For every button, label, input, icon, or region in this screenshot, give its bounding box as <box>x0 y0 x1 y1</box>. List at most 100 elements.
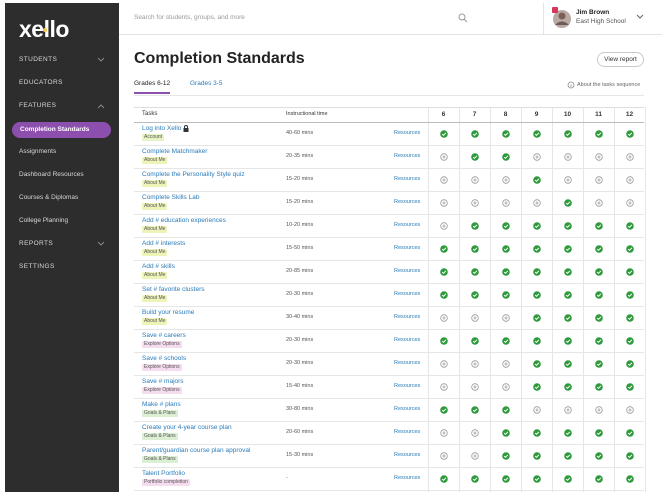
resources-link[interactable]: Resources <box>394 268 421 274</box>
row-divider <box>134 352 644 353</box>
task-name[interactable]: Talent Portfolio <box>142 470 185 477</box>
resources-link[interactable]: Resources <box>394 383 421 389</box>
complete-icon <box>501 267 510 276</box>
task-name[interactable]: Complete the Personality Style quiz <box>142 171 245 178</box>
resources-link[interactable]: Resources <box>394 475 421 481</box>
optional-icon <box>501 198 510 207</box>
optional-icon <box>470 382 479 391</box>
tab-underline <box>134 92 170 94</box>
task-name[interactable]: Add # education experiences <box>142 217 226 224</box>
task-name[interactable]: Add # interests <box>142 240 186 247</box>
optional-icon <box>439 175 448 184</box>
tab[interactable]: Grades 3-5 <box>190 80 223 87</box>
nav-item[interactable]: SETTINGS <box>19 263 55 270</box>
nav-item[interactable]: Assignments <box>19 148 57 155</box>
complete-icon <box>532 313 541 322</box>
task-name[interactable]: Save # schools <box>142 355 187 362</box>
resources-link[interactable]: Resources <box>394 222 421 228</box>
complete-icon <box>532 336 541 345</box>
complete-icon <box>625 428 634 437</box>
complete-icon <box>470 221 479 230</box>
optional-icon <box>470 451 479 460</box>
row-divider <box>134 306 644 307</box>
complete-icon <box>532 221 541 230</box>
task-tag: About Me <box>142 203 168 210</box>
resources-link[interactable]: Resources <box>394 245 421 251</box>
lock-icon <box>183 125 189 132</box>
resources-link[interactable]: Resources <box>394 429 421 435</box>
optional-icon <box>563 152 572 161</box>
resources-link[interactable]: Resources <box>394 153 421 159</box>
sidebar: xello STUDENTS EDUCATORS FEATURES Completio… <box>5 3 119 492</box>
row-divider <box>134 490 644 491</box>
optional-icon <box>532 405 541 414</box>
optional-icon <box>439 313 448 322</box>
nav-item[interactable]: Completion Standards <box>12 122 111 138</box>
optional-icon <box>470 359 479 368</box>
instructional-time: 40-60 mins <box>286 130 314 136</box>
task-name[interactable]: Save # majors <box>142 378 184 385</box>
complete-icon <box>532 428 541 437</box>
task-name[interactable]: Make # plans <box>142 401 181 408</box>
task-tag: Goals & Plans <box>142 410 178 417</box>
nav-item[interactable]: College Planning <box>19 217 69 224</box>
complete-icon <box>439 290 448 299</box>
resources-link[interactable]: Resources <box>394 199 421 205</box>
task-name[interactable]: Add # skills <box>142 263 175 270</box>
info-link[interactable]: About the tasks sequence <box>577 82 641 88</box>
complete-icon <box>532 382 541 391</box>
resources-link[interactable]: Resources <box>394 176 421 182</box>
task-name[interactable]: Log into Xello <box>142 125 182 132</box>
instructional-time: 15-20 mins <box>286 199 314 205</box>
nav-item[interactable]: STUDENTS <box>19 56 58 63</box>
resources-link[interactable]: Resources <box>394 130 421 136</box>
complete-icon <box>594 290 603 299</box>
complete-icon <box>532 451 541 460</box>
optional-icon <box>625 175 634 184</box>
complete-icon <box>594 313 603 322</box>
resources-link[interactable]: Resources <box>394 291 421 297</box>
optional-icon <box>439 221 448 230</box>
task-tag: Explore Options <box>142 341 182 348</box>
resources-link[interactable]: Resources <box>394 452 421 458</box>
instructional-time: 20-30 mins <box>286 337 314 343</box>
search-icon[interactable] <box>458 13 468 23</box>
complete-icon <box>594 267 603 276</box>
nav-item[interactable]: REPORTS <box>19 240 54 247</box>
nav-item[interactable]: Courses & Diplomas <box>19 194 79 201</box>
tab[interactable]: Grades 6-12 <box>134 80 171 87</box>
optional-icon <box>563 405 572 414</box>
row-divider <box>134 421 644 422</box>
resources-link[interactable]: Resources <box>394 360 421 366</box>
task-name[interactable]: Complete Skills Lab <box>142 194 200 201</box>
nav-item[interactable]: Dashboard Resources <box>19 171 84 178</box>
avatar[interactable] <box>552 7 572 29</box>
task-name[interactable]: Save # careers <box>142 332 186 339</box>
task-name[interactable]: Complete Matchmaker <box>142 148 208 155</box>
logo-dot <box>43 28 47 32</box>
view-report-button[interactable]: View report <box>597 52 644 67</box>
resources-link[interactable]: Resources <box>394 314 421 320</box>
task-name[interactable]: Set # favorite clusters <box>142 286 205 293</box>
optional-icon <box>501 382 510 391</box>
user-name[interactable]: Jim Brown <box>576 9 610 16</box>
complete-icon <box>594 336 603 345</box>
column-header: Tasks <box>142 111 158 117</box>
column-divider <box>552 107 553 492</box>
complete-icon <box>501 221 510 230</box>
task-name[interactable]: Create your 4-year course plan <box>142 424 232 431</box>
task-name[interactable]: Parent/guardian course plan approval <box>142 447 251 454</box>
column-divider <box>614 107 615 492</box>
resources-link[interactable]: Resources <box>394 406 421 412</box>
optional-icon <box>594 175 603 184</box>
task-name[interactable]: Build your resume <box>142 309 195 316</box>
optional-icon <box>439 451 448 460</box>
user-menu-chevron[interactable] <box>636 14 644 20</box>
search-input[interactable]: Search for students, groups, and more <box>134 14 245 21</box>
resources-link[interactable]: Resources <box>394 337 421 343</box>
column-divider <box>490 107 491 492</box>
tabs-divider <box>134 95 644 96</box>
nav-item[interactable]: FEATURES <box>19 102 57 109</box>
info-icon[interactable] <box>567 81 575 89</box>
nav-item[interactable]: EDUCATORS <box>19 79 63 86</box>
